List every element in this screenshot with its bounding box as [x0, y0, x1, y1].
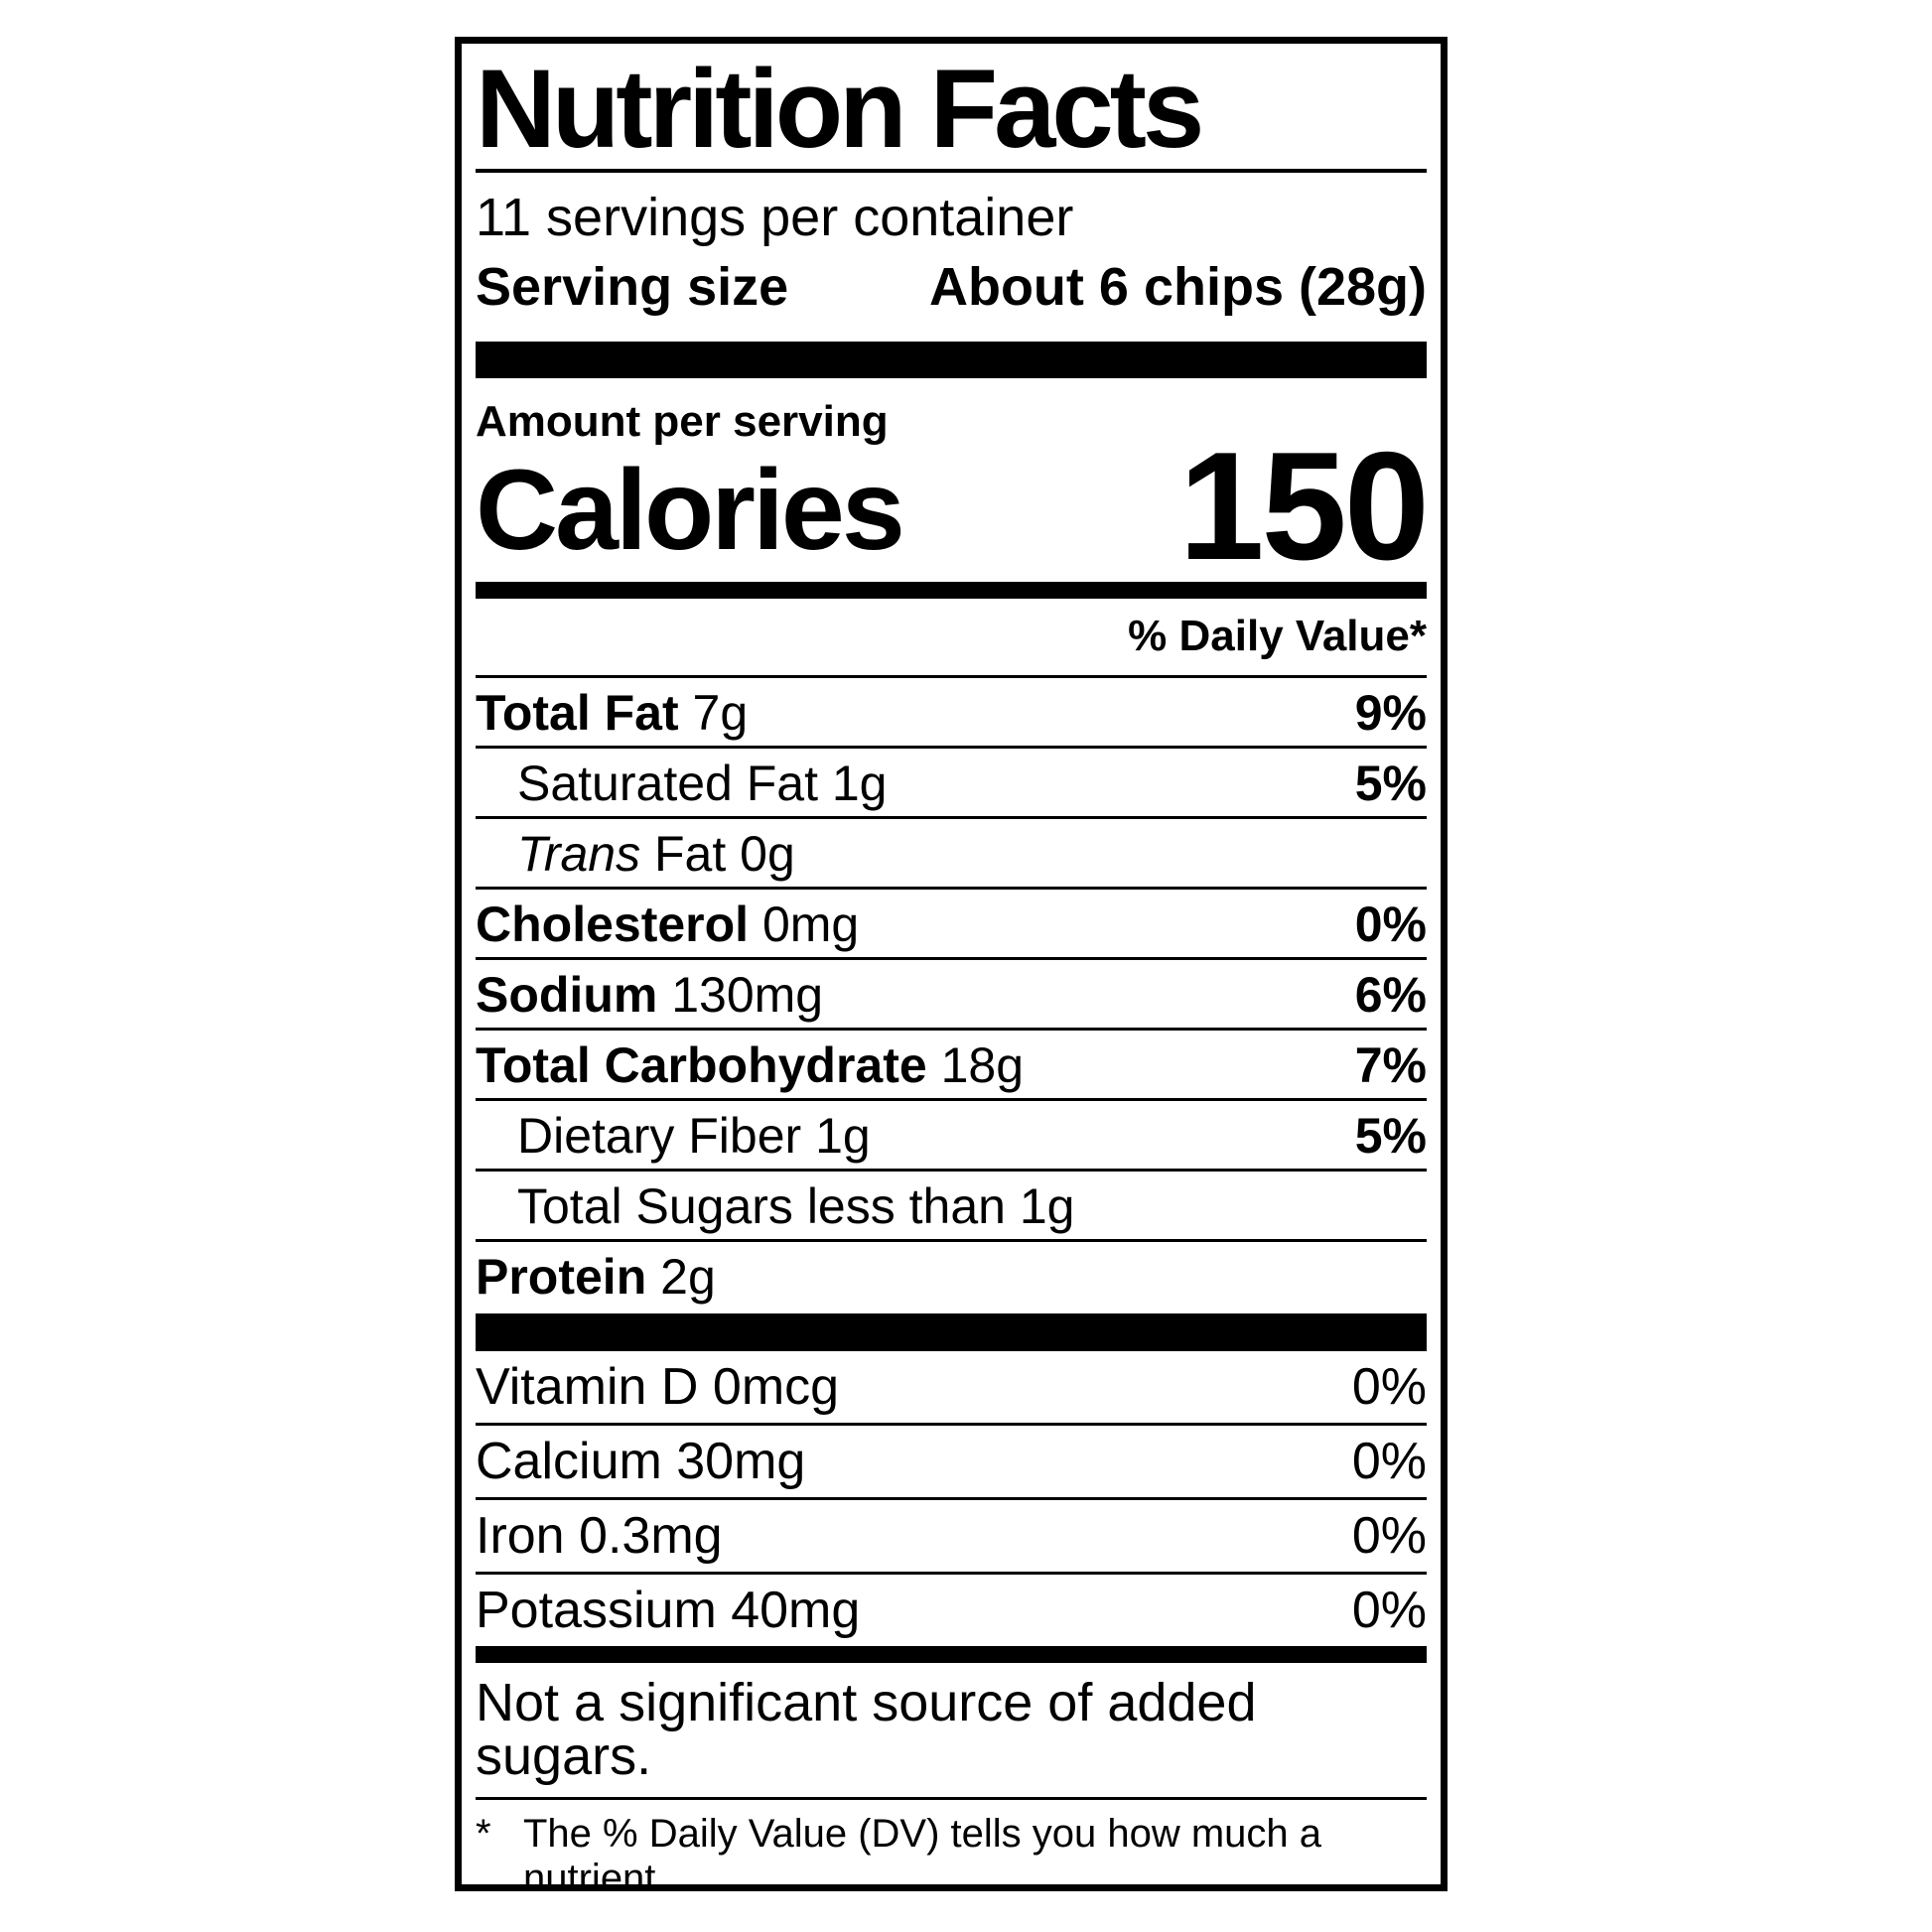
vitamin-name: Vitamin D 0mcg: [476, 1358, 840, 1417]
servings-per-container: 11 servings per container: [476, 188, 1074, 248]
nutrient-amount: Dietary Fiber 1g: [517, 1108, 871, 1165]
daily-value-footnote: * The % Daily Value (DV) tells you how m…: [476, 1812, 1427, 1891]
nutrient-dv-percent: 5%: [1354, 1108, 1427, 1165]
calories-value: 150: [1178, 420, 1430, 593]
nutrient-amount: Fat 0g: [654, 826, 795, 883]
panel-title: Nutrition Facts: [476, 47, 1204, 171]
daily-value-header: % Daily Value*: [476, 599, 1427, 679]
nutrient-name: Protein: [476, 1249, 661, 1306]
nutrient-amount: 7g: [692, 685, 749, 742]
nutrient-amount: 18g: [940, 1037, 1025, 1094]
section-bar-medium-bottom: [476, 1646, 1427, 1664]
nutrient-amount: 130mg: [671, 967, 824, 1024]
nutrient-name-italic: Trans: [517, 826, 654, 883]
calories-label: Calories: [476, 447, 905, 575]
nutrient-dv-percent: 7%: [1354, 1037, 1427, 1094]
nutrient-row-protein: Protein 2g: [476, 1242, 1427, 1313]
nutrient-row-sodium: Sodium 130mg 6%: [476, 960, 1427, 1032]
section-bar-thick-top: [476, 342, 1427, 379]
nutrient-name: Total Carbohydrate: [476, 1037, 941, 1094]
serving-size-label: Serving size: [476, 257, 789, 318]
nutrient-amount: Total Sugars less than 1g: [517, 1178, 1075, 1235]
section-bar-thick-vitamins: [476, 1313, 1427, 1352]
nutrient-row-dietary-fiber: Dietary Fiber 1g 5%: [476, 1101, 1427, 1173]
nutrient-row-saturated-fat: Saturated Fat 1g 5%: [476, 749, 1427, 820]
amount-per-serving-label: Amount per serving: [476, 397, 889, 447]
nutrient-dv-percent: 0%: [1354, 897, 1427, 953]
serving-size-row: Serving size About 6 chips (28g): [476, 260, 1427, 314]
vitamin-name: Iron 0.3mg: [476, 1507, 723, 1566]
vitamin-dv-percent: 0%: [1351, 1582, 1427, 1640]
nutrient-name: Total Fat: [476, 685, 693, 742]
calories-row: Calories 150: [476, 420, 1430, 593]
vitamin-dv-percent: 0%: [1351, 1433, 1427, 1491]
nutrient-row-cholesterol: Cholesterol 0mg 0%: [476, 890, 1427, 961]
nutrient-row-total-fat: Total Fat 7g 9%: [476, 678, 1427, 750]
vitamin-name: Potassium 40mg: [476, 1582, 861, 1640]
footnote-asterisk: *: [476, 1812, 491, 1857]
vitamin-dv-percent: 0%: [1351, 1507, 1427, 1566]
nutrient-amount: Saturated Fat 1g: [517, 756, 888, 812]
vitamin-row-potassium: Potassium 40mg 0%: [476, 1575, 1427, 1646]
vitamin-row-vitamin-d: Vitamin D 0mcg 0%: [476, 1351, 1427, 1427]
section-bar-medium-calories: [476, 582, 1427, 600]
footnote-line: The % Daily Value (DV) tells you how muc…: [523, 1812, 1322, 1891]
nutrient-amount: 2g: [660, 1249, 716, 1306]
nutrient-row-total-sugars: Total Sugars less than 1g: [476, 1172, 1427, 1243]
nutrient-name: Cholesterol: [476, 897, 762, 953]
nutrient-dv-percent: 6%: [1354, 967, 1427, 1024]
no-added-sugars-note: Not a significant source of added sugars…: [476, 1663, 1427, 1801]
nutrient-row-total-carbohydrate: Total Carbohydrate 18g 7%: [476, 1031, 1427, 1102]
vitamin-row-calcium: Calcium 30mg 0%: [476, 1426, 1427, 1501]
title-divider: [476, 169, 1427, 174]
nutrient-amount: 0mg: [761, 897, 860, 953]
vitamin-row-iron: Iron 0.3mg 0%: [476, 1500, 1427, 1576]
nutrient-dv-percent: 5%: [1354, 756, 1427, 812]
serving-size-value: About 6 chips (28g): [928, 257, 1427, 318]
nutrition-facts-panel: Nutrition Facts 11 servings per containe…: [455, 37, 1448, 1891]
vitamin-name: Calcium 30mg: [476, 1433, 806, 1491]
nutrient-dv-percent: 9%: [1354, 685, 1427, 742]
nutrient-row-trans-fat: Trans Fat 0g: [476, 819, 1427, 891]
vitamin-dv-percent: 0%: [1351, 1358, 1427, 1417]
nutrient-name: Sodium: [476, 967, 672, 1024]
